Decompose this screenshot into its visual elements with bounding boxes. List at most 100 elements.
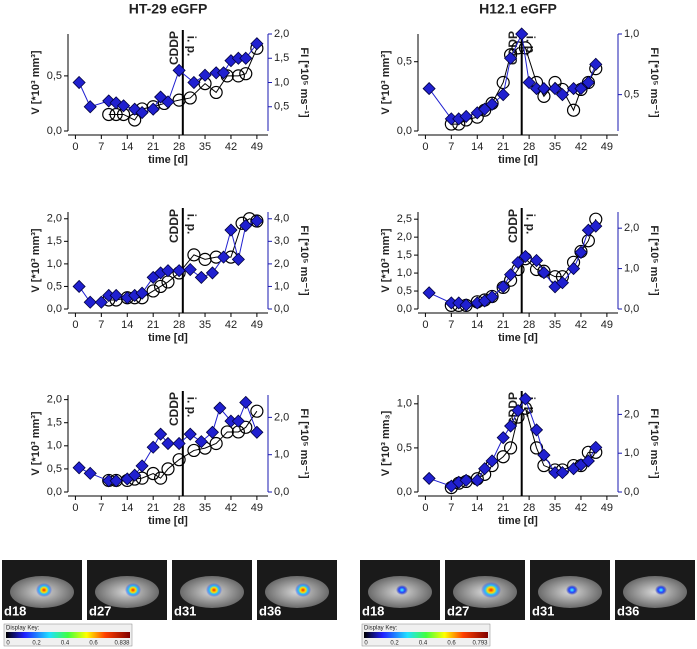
marker bbox=[574, 245, 588, 259]
key-tick-label: 0.6 bbox=[447, 641, 456, 647]
signal-spot bbox=[481, 582, 501, 598]
x-tick-label: 42 bbox=[225, 141, 237, 153]
marker bbox=[250, 214, 264, 228]
x-tick-label: 0 bbox=[72, 319, 78, 331]
x-tick-label: 21 bbox=[497, 502, 509, 514]
signal-spot bbox=[36, 583, 52, 597]
y2-axis-title: FI [*10⁵ ms⁻¹] bbox=[648, 47, 660, 118]
annotation: i. p. bbox=[185, 36, 199, 57]
marker bbox=[172, 453, 186, 467]
y-axis-title: V [*10³ mm³] bbox=[30, 411, 42, 476]
image-label: d27 bbox=[89, 603, 111, 618]
marker bbox=[496, 88, 510, 102]
y2-tick-label: 1,0 bbox=[624, 262, 639, 274]
marker bbox=[183, 427, 197, 441]
y-tick-label: 0,5 bbox=[47, 70, 62, 82]
marker bbox=[518, 249, 532, 264]
key-tick-label: 0.838 bbox=[114, 641, 130, 647]
marker bbox=[161, 436, 175, 451]
marker bbox=[574, 81, 588, 96]
y-tick-label: 0,0 bbox=[397, 303, 412, 315]
marker bbox=[220, 425, 234, 439]
x-tick-label: 21 bbox=[147, 141, 159, 153]
y2-axis-title: FI [*10⁵ ms⁻¹] bbox=[298, 225, 310, 296]
x-tick-label: 28 bbox=[523, 141, 535, 153]
y2-tick-label: 0,0 bbox=[624, 486, 639, 498]
key-title: Display Key: bbox=[364, 626, 398, 632]
marker bbox=[239, 420, 253, 434]
marker bbox=[478, 462, 492, 476]
y2-tick-label: 1,0 bbox=[624, 28, 639, 40]
x-axis-title: time [d] bbox=[148, 332, 188, 344]
marker bbox=[153, 471, 168, 485]
key-tick-label: 0.6 bbox=[89, 641, 98, 647]
marker bbox=[581, 454, 595, 468]
y-tick-label: 0,0 bbox=[47, 486, 62, 498]
marker bbox=[83, 100, 97, 114]
signal-spot bbox=[566, 585, 578, 595]
y-tick-label: 0,5 bbox=[397, 56, 412, 68]
marker bbox=[205, 425, 220, 439]
marker bbox=[216, 250, 231, 264]
marker bbox=[537, 448, 551, 462]
x-tick-label: 0 bbox=[422, 502, 428, 514]
marker bbox=[452, 296, 466, 310]
signal-spot bbox=[396, 585, 408, 595]
y-tick-label: 1,0 bbox=[397, 267, 412, 279]
marker bbox=[146, 284, 160, 298]
marker bbox=[83, 466, 97, 480]
x-tick-label: 14 bbox=[471, 502, 483, 514]
y2-tick-label: 1,0 bbox=[624, 447, 639, 459]
marker bbox=[161, 264, 175, 278]
y-axis-title: V [*10³ mm³] bbox=[30, 50, 42, 115]
marker bbox=[239, 51, 253, 65]
x-axis-title: time [d] bbox=[498, 515, 538, 527]
x-tick-label: 35 bbox=[549, 502, 561, 514]
marker bbox=[422, 286, 436, 300]
x-tick-label: 49 bbox=[601, 141, 613, 153]
marker bbox=[135, 286, 149, 300]
x-tick-label: 42 bbox=[225, 319, 237, 331]
x-axis-title: time [d] bbox=[148, 515, 188, 527]
x-tick-label: 49 bbox=[601, 502, 613, 514]
x-tick-label: 49 bbox=[251, 502, 263, 514]
key-tick-label: 0 bbox=[6, 641, 10, 647]
marker bbox=[154, 90, 168, 104]
y2-tick-label: 1,0 bbox=[274, 449, 289, 461]
marker bbox=[209, 85, 223, 100]
key-title: Display Key: bbox=[6, 626, 40, 632]
marker bbox=[250, 37, 264, 51]
y2-tick-label: 0,0 bbox=[274, 303, 289, 315]
y2-tick-label: 4,0 bbox=[274, 213, 289, 225]
image-label: d27 bbox=[447, 603, 469, 618]
y2-tick-label: 1,0 bbox=[274, 76, 289, 88]
marker bbox=[194, 270, 208, 284]
marker bbox=[72, 75, 86, 90]
key-tick-label: 0.2 bbox=[32, 641, 41, 647]
marker bbox=[172, 264, 186, 278]
x-tick-label: 28 bbox=[173, 319, 185, 331]
key-bar bbox=[6, 632, 130, 638]
x-tick-label: 42 bbox=[225, 502, 237, 514]
y2-axis-title: FI [*10⁵ ms⁻¹] bbox=[298, 47, 310, 118]
marker bbox=[511, 255, 525, 270]
x-tick-label: 7 bbox=[98, 141, 104, 153]
y-axis-title: V [*10³ mm³] bbox=[30, 228, 42, 293]
marker bbox=[581, 75, 595, 90]
column-title: HT-29 eGFP bbox=[129, 1, 208, 17]
marker bbox=[109, 288, 123, 303]
y-tick-label: 0,5 bbox=[397, 442, 412, 454]
marker bbox=[522, 75, 536, 90]
x-tick-label: 28 bbox=[523, 502, 535, 514]
marker bbox=[128, 468, 142, 482]
y-tick-label: 2,0 bbox=[47, 394, 62, 406]
annotation: CDDP bbox=[167, 31, 181, 65]
marker bbox=[146, 102, 160, 116]
annotation: CDDP bbox=[506, 392, 520, 426]
marker bbox=[205, 266, 220, 280]
x-tick-label: 7 bbox=[98, 319, 104, 331]
mouse-body bbox=[623, 576, 687, 608]
marker bbox=[250, 425, 264, 439]
y2-tick-label: 0,0 bbox=[624, 303, 639, 315]
